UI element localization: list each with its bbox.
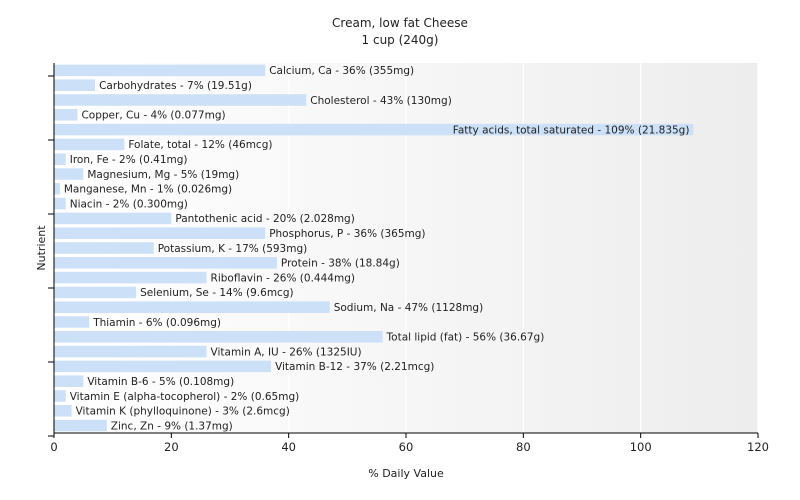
bar-6: [54, 138, 125, 151]
bar-label-13: Potassium, K - 17% (593mg): [158, 243, 308, 255]
bar-label-23: Vitamin E (alpha-tocopherol) - 2% (0.65m…: [70, 391, 300, 403]
y-axis-label: Nutrient: [35, 225, 48, 271]
x-tick-label-1: 20: [164, 440, 179, 454]
bar-label-2: Carbohydrates - 7% (19.51g): [99, 80, 252, 92]
bar-label-7: Iron, Fe - 2% (0.41mg): [70, 154, 188, 166]
bar-label-6: Folate, total - 12% (46mcg): [128, 139, 272, 151]
bar-label-25: Zinc, Zn - 9% (1.37mg): [111, 420, 233, 432]
bar-7: [54, 153, 66, 165]
bar-label-1: Calcium, Ca - 36% (355mg): [269, 65, 414, 77]
bar-12: [54, 227, 266, 239]
x-tick-label-0: 0: [50, 440, 57, 454]
bar-label-19: Total lipid (fat) - 56% (36.67g): [386, 332, 545, 344]
axes: 0 20 40 60 80 100 120: [48, 63, 769, 454]
bar-label-4: Copper, Cu - 4% (0.077mg): [81, 110, 225, 122]
x-tick-label-3: 60: [399, 440, 414, 454]
x-axis-label: % Daily Value: [368, 467, 444, 480]
bar-label-21: Vitamin B-12 - 37% (2.21mcg): [275, 361, 434, 373]
bar-label-12: Phosphorus, P - 36% (365mg): [269, 228, 425, 240]
bar-14: [54, 257, 277, 269]
chart-title: Cream, low fat Cheese: [332, 16, 468, 30]
bar-16: [54, 286, 137, 299]
bar-24: [54, 405, 72, 417]
bar-label-22: Vitamin B-6 - 5% (0.108mg): [87, 376, 234, 388]
bar-4: [54, 109, 78, 121]
bar-label-9: Manganese, Mn - 1% (0.026mg): [64, 184, 232, 196]
x-tick-label-5: 100: [630, 440, 652, 454]
bar-label-14: Protein - 38% (18.84g): [281, 258, 400, 270]
x-tick-label-4: 80: [516, 440, 531, 454]
bar-label-18: Thiamin - 6% (0.096mg): [92, 317, 221, 329]
bar-9: [54, 183, 60, 195]
bar-20: [54, 345, 207, 358]
x-tick-label-2: 40: [281, 440, 296, 454]
bar-10: [54, 197, 66, 210]
bar-19: [54, 331, 383, 343]
bar-11: [54, 212, 172, 225]
bar-label-11: Pantothenic acid - 20% (2.028mg): [175, 213, 354, 225]
bar-label-17: Sodium, Na - 47% (1128mg): [334, 302, 483, 314]
bar-label-3: Cholesterol - 43% (130mg): [310, 95, 452, 107]
x-tick-label-6: 120: [747, 440, 769, 454]
bar-21: [54, 360, 272, 373]
bar-15: [54, 271, 207, 284]
bar-label-24: Vitamin K (phylloquinone) - 3% (2.6mcg): [76, 406, 290, 418]
bar-label-16: Selenium, Se - 14% (9.6mcg): [140, 287, 293, 299]
bars: Calcium, Ca - 36% (355mg) Carbohydrates -…: [54, 64, 694, 432]
chart-subtitle: 1 cup (240g): [362, 33, 439, 47]
bar-13: [54, 242, 154, 254]
bar-5: [54, 123, 694, 136]
bar-label-5: Fatty acids, total saturated - 109% (21.…: [453, 124, 690, 136]
bar-8: [54, 168, 84, 180]
bar-1: [54, 64, 266, 77]
bar-label-15: Riboflavin - 26% (0.444mg): [211, 272, 355, 284]
bar-23: [54, 390, 66, 402]
bar-3: [54, 94, 307, 106]
bar-22: [54, 375, 84, 387]
bar-label-8: Magnesium, Mg - 5% (19mg): [87, 169, 239, 181]
bar-label-10: Niacin - 2% (0.300mg): [70, 198, 188, 210]
bar-18: [54, 316, 90, 328]
bar-label-20: Vitamin A, IU - 26% (1325IU): [211, 346, 362, 358]
bar-2: [54, 79, 96, 91]
bar-25: [54, 419, 107, 432]
bar-17: [54, 301, 330, 313]
